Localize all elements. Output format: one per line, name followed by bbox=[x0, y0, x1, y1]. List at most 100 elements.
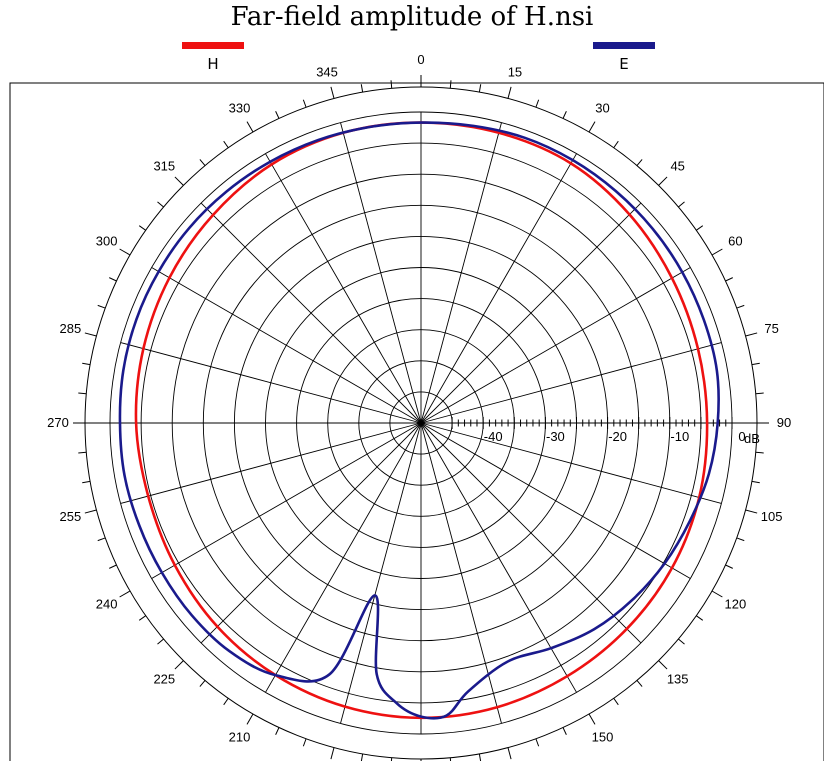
angle-tick bbox=[109, 564, 117, 569]
angle-tick bbox=[736, 304, 745, 309]
series-line-e bbox=[118, 121, 720, 720]
grid-spoke bbox=[420, 122, 502, 424]
angle-tick-label: 135 bbox=[667, 672, 689, 687]
angle-tick bbox=[736, 537, 745, 542]
angle-tick bbox=[588, 121, 596, 133]
angle-tick-label: 240 bbox=[96, 597, 118, 612]
plot-frame bbox=[9, 82, 824, 761]
angle-tick-label: 285 bbox=[60, 321, 82, 336]
angle-tick-label: 60 bbox=[728, 234, 742, 249]
angle-tick bbox=[157, 638, 164, 645]
angle-tick bbox=[360, 84, 364, 93]
angle-tick bbox=[174, 660, 184, 670]
angle-tick bbox=[223, 140, 229, 149]
angle-tick bbox=[711, 248, 723, 256]
grid-spoke bbox=[200, 202, 422, 424]
grid-spoke bbox=[120, 422, 422, 504]
legend-label-h: H bbox=[207, 55, 219, 73]
radial-tick-label: -40 bbox=[484, 429, 503, 444]
angle-tick bbox=[449, 80, 452, 89]
series-lines bbox=[118, 121, 720, 720]
grid-spoke bbox=[151, 267, 422, 424]
angle-tick bbox=[588, 713, 596, 725]
angle-tick-label: 315 bbox=[153, 158, 175, 173]
angle-tick-label: 300 bbox=[96, 234, 118, 249]
angle-tick bbox=[275, 111, 280, 119]
angle-tick-label: 210 bbox=[229, 729, 251, 744]
angle-tick bbox=[507, 86, 512, 99]
radial-tick-label: -30 bbox=[546, 429, 565, 444]
angle-tick-label: 225 bbox=[153, 672, 175, 687]
angle-tick bbox=[636, 159, 643, 166]
angle-tick bbox=[658, 176, 668, 186]
angle-tick bbox=[755, 392, 764, 395]
grid-spoke bbox=[420, 422, 577, 693]
angle-tick bbox=[78, 451, 87, 454]
legend-item-h: H bbox=[178, 42, 248, 73]
angle-tick bbox=[199, 680, 206, 687]
angle-tick-label: 105 bbox=[761, 509, 783, 524]
angle-tick bbox=[745, 509, 758, 514]
angle-tick bbox=[119, 590, 131, 598]
angle-tick bbox=[246, 121, 254, 133]
angle-tick bbox=[449, 757, 452, 761]
angle-tick bbox=[78, 392, 87, 395]
angle-tick bbox=[97, 537, 106, 542]
grid-spoke bbox=[340, 422, 422, 724]
angle-tick bbox=[725, 277, 733, 282]
angle-tick bbox=[109, 277, 117, 282]
angle-tick-label: 255 bbox=[60, 509, 82, 524]
angle-tick bbox=[751, 362, 760, 366]
grid-spoke bbox=[420, 422, 722, 504]
angle-tick bbox=[275, 727, 280, 735]
grid-spoke bbox=[200, 422, 422, 644]
grid-spoke bbox=[265, 422, 422, 693]
grid-spoke bbox=[151, 422, 422, 579]
angle-tick bbox=[223, 697, 229, 706]
grid-spoke bbox=[265, 153, 422, 424]
angle-tick bbox=[695, 615, 704, 621]
angle-tick-label: 90 bbox=[777, 415, 791, 430]
angle-tick bbox=[535, 738, 540, 747]
angle-tick-label: 345 bbox=[316, 64, 338, 79]
grid-spoke bbox=[340, 122, 422, 424]
angle-tick bbox=[84, 332, 97, 337]
angle-tick bbox=[695, 225, 704, 231]
angle-tick bbox=[84, 509, 97, 514]
radial-tick-label: -20 bbox=[608, 429, 627, 444]
angle-tick-label: 75 bbox=[764, 321, 778, 336]
angle-tick-label: 330 bbox=[229, 101, 251, 116]
grid-spoke bbox=[420, 342, 722, 424]
chart-title: Far-field amplitude of H.nsi bbox=[230, 2, 594, 32]
angle-tick bbox=[330, 86, 335, 99]
angle-tick bbox=[246, 713, 254, 725]
angle-tick-label: 0 bbox=[417, 52, 424, 67]
angle-tick-label: 120 bbox=[725, 597, 747, 612]
angle-tick bbox=[751, 480, 760, 484]
grid-spoke bbox=[120, 342, 422, 424]
grid-spoke bbox=[420, 422, 642, 644]
angle-tick bbox=[678, 638, 685, 645]
legend-label-e: E bbox=[619, 55, 629, 73]
angle-tick bbox=[478, 753, 482, 761]
angle-tick bbox=[360, 753, 364, 761]
angle-tick bbox=[562, 727, 567, 735]
angle-tick bbox=[755, 451, 764, 454]
angle-tick bbox=[119, 248, 131, 256]
angle-tick bbox=[658, 660, 668, 670]
angle-tick bbox=[711, 590, 723, 598]
angle-tick bbox=[138, 615, 147, 621]
angle-tick bbox=[478, 84, 482, 93]
angle-tick bbox=[82, 362, 91, 366]
radial-tick-label: 0 bbox=[738, 429, 745, 444]
tick-labels: 0153045607590105120135150165180195210225… bbox=[47, 52, 791, 744]
angle-tick bbox=[745, 332, 758, 337]
grid-spoke bbox=[420, 422, 502, 724]
grid-spoke bbox=[420, 202, 642, 424]
angle-tick bbox=[636, 680, 643, 687]
grid-spoke bbox=[420, 153, 577, 424]
angle-tick bbox=[507, 747, 512, 760]
angle-tick bbox=[390, 757, 393, 761]
angle-tick-label: 15 bbox=[508, 64, 522, 79]
